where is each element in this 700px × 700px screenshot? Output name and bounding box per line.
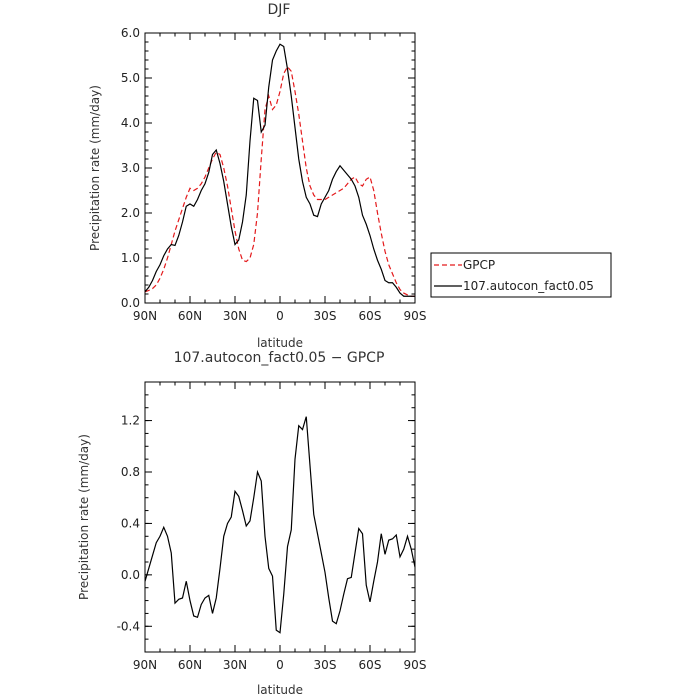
top-series-line-0	[144, 65, 415, 297]
bottom-xtick-label: 60N	[178, 658, 202, 672]
top-ytick-label: 2.0	[121, 206, 140, 220]
bottom-xtick-label: 60S	[359, 658, 382, 672]
bottom-ytick-label: 0.0	[121, 568, 140, 582]
top-axis-ticks: 90N 60N 30N 0 30S 60S 90S 0.0 1.0 2.0 3.0 4.0 5.0 6.0	[121, 26, 427, 323]
legend-label-model: 107.autocon_fact0.05	[463, 279, 594, 293]
bottom-xtick-label: 90N	[133, 658, 157, 672]
top-x-axis-label: latitude	[257, 336, 303, 350]
legend-box	[430, 252, 612, 298]
top-xtick-label: 60S	[359, 309, 382, 323]
top-panel: DJF 90N 60N 30N 0 30S 60S 90S 0.0 1.0 2.0 3.0 4.0 5.…	[88, 2, 612, 350]
top-y-axis-label: Precipitation rate (mm/day)	[88, 85, 102, 251]
bottom-xtick-label: 30S	[314, 658, 337, 672]
bottom-ytick-label: 0.8	[121, 465, 140, 479]
bottom-chart-title: 107.autocon_fact0.05 − GPCP	[174, 350, 385, 366]
top-ytick-label: 6.0	[121, 26, 140, 40]
top-xtick-label: 60N	[178, 309, 202, 323]
bottom-ytick-label: 1.2	[121, 414, 140, 428]
bottom-plot-frame	[144, 381, 416, 653]
bottom-x-axis-label: latitude	[257, 683, 303, 697]
top-ytick-label: 1.0	[121, 251, 140, 265]
top-chart-title: DJF	[268, 2, 291, 18]
bottom-y-axis-label: Precipitation rate (mm/day)	[77, 434, 91, 600]
top-xtick-label: 30S	[314, 309, 337, 323]
top-xtick-label: 90N	[133, 309, 157, 323]
bottom-xtick-label: 90S	[404, 658, 427, 672]
bottom-series-line-0	[144, 416, 416, 634]
top-ytick-label: 3.0	[121, 161, 140, 175]
bottom-ytick-label: -0.4	[117, 619, 140, 633]
top-xtick-label: 0	[276, 309, 284, 323]
bottom-series-group	[144, 416, 416, 634]
bottom-xtick-label: 30N	[223, 658, 247, 672]
bottom-panel: 107.autocon_fact0.05 − GPCP 90N 60N 30N 0 30…	[77, 350, 426, 697]
bottom-ytick-label: 0.4	[121, 516, 140, 530]
top-series-group	[144, 43, 415, 297]
top-ytick-label: 0.0	[121, 296, 140, 310]
top-xtick-label: 30N	[223, 309, 247, 323]
top-xtick-label: 90S	[404, 309, 427, 323]
top-plot-frame	[144, 32, 416, 304]
top-series-line-1	[144, 43, 415, 297]
top-ytick-label: 5.0	[121, 71, 140, 85]
top-ytick-label: 4.0	[121, 116, 140, 130]
bottom-axis-ticks: 90N 60N 30N 0 30S 60S 90S -0.4 0.0 0.4 0.8 1.2	[117, 381, 427, 672]
legend: GPCP 107.autocon_fact0.05	[430, 252, 612, 298]
legend-label-gpcp: GPCP	[463, 258, 495, 272]
bottom-xtick-label: 0	[276, 658, 284, 672]
